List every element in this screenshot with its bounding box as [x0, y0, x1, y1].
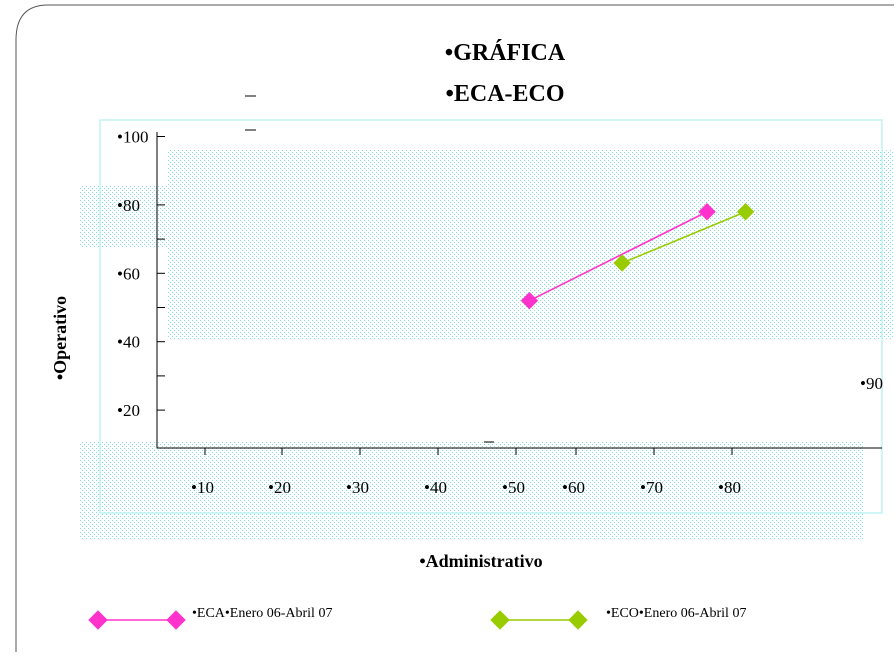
y-tick-label: •80 — [117, 196, 140, 215]
x-tick-label: •90 — [860, 374, 883, 393]
data-point-marker — [698, 203, 716, 221]
legend-marker — [166, 610, 186, 630]
x-tick-label: •60 — [562, 478, 585, 497]
y-ticks: •20 •40 •60 •80 •100 — [117, 128, 165, 420]
series-line — [621, 211, 746, 264]
data-point-marker — [613, 254, 631, 272]
data-point-marker — [736, 203, 755, 221]
y-tick-label: •40 — [117, 333, 140, 352]
series-line — [529, 211, 708, 302]
y-tick-label: •20 — [117, 401, 140, 420]
chart-title-line1: •GRÁFICA — [445, 40, 566, 66]
plot-area-border — [99, 119, 883, 514]
legend-label: •ECO•Enero 06-Abril 07 — [606, 606, 746, 621]
x-tick-label: •30 — [346, 478, 369, 497]
y-tick-label: •100 — [117, 128, 148, 147]
x-tick-label: •50 — [502, 478, 525, 497]
data-point-marker — [520, 291, 539, 310]
x-tick-label: •70 — [640, 478, 663, 497]
legend-marker — [490, 610, 510, 630]
y-axis-label: •Operativo — [50, 296, 70, 380]
series-layer — [520, 203, 755, 310]
x-tick-label: •10 — [191, 478, 214, 497]
legend-marker — [568, 610, 588, 630]
x-tick-label: •80 — [718, 478, 741, 497]
x-tick-label: •20 — [268, 478, 291, 497]
y-tick-label: •60 — [117, 264, 140, 283]
slide-border — [15, 4, 894, 652]
legend-marker — [88, 610, 108, 630]
legend: •ECA•Enero 06-Abril 07 •ECO•Enero 06-Abri… — [88, 606, 746, 630]
chart-title-line2: •ECA-ECO — [445, 81, 564, 107]
x-axis-label: •Administrativo — [419, 551, 542, 571]
x-ticks: •10 •20 •30 •40 •50 •60 •70 •80 •90 — [191, 374, 883, 497]
legend-label: •ECA•Enero 06-Abril 07 — [192, 606, 332, 621]
x-tick-label: •40 — [424, 478, 447, 497]
